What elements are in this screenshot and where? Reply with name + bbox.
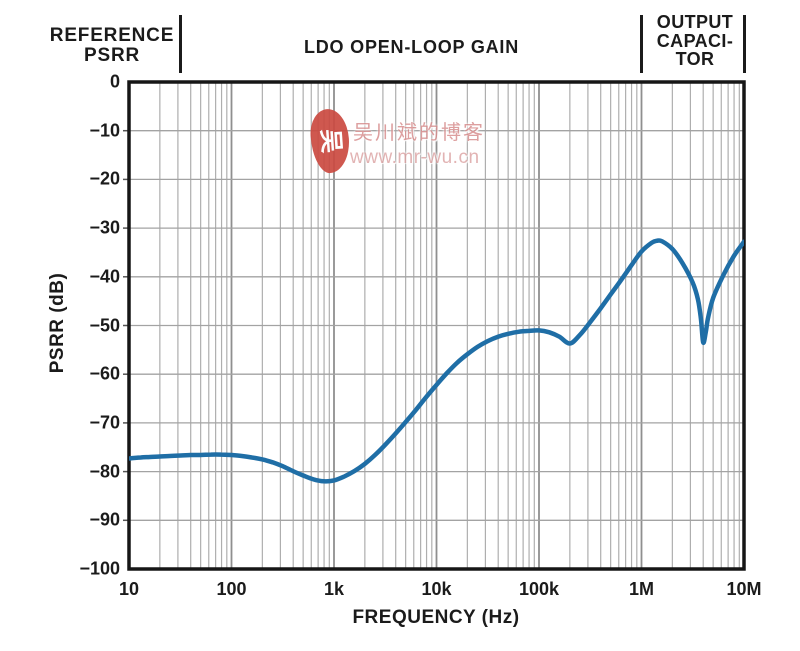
- x-tick-label: 100: [216, 579, 247, 599]
- x-tick-label: 10: [118, 579, 140, 599]
- y-tick-label: −70: [89, 412, 120, 433]
- region-label-ldo-open-loop-gain: LDO OPEN-LOOP GAIN: [303, 37, 520, 57]
- y-tick-label: −20: [89, 168, 120, 189]
- watermark-site-name: 吴川斌的博客: [353, 122, 485, 144]
- y-tick-label: −80: [89, 461, 120, 482]
- region-divider-line: [742, 15, 746, 73]
- y-tick-label: −100: [79, 558, 120, 579]
- y-tick-label: −30: [89, 217, 120, 238]
- x-tick-label: 1k: [323, 579, 345, 599]
- watermark-seal-character: 吴: [316, 128, 345, 154]
- x-tick-label: 100k: [518, 579, 560, 599]
- region-label-output-capacitor: OUTPUT CAPACI- TOR: [645, 13, 745, 69]
- x-axis-title: FREQUENCY (Hz): [352, 607, 520, 628]
- y-axis-title: PSRR (dB): [47, 272, 68, 374]
- region-divider-line: [178, 15, 182, 73]
- x-tick-label: 1M: [628, 579, 654, 599]
- region-label-line: OUTPUT: [656, 12, 734, 32]
- y-tick-label: −10: [89, 120, 120, 141]
- region-label-reference-psrr: REFERENCE PSRR: [38, 26, 186, 66]
- region-label-line: TOR: [675, 49, 715, 69]
- psrr-curve: [129, 238, 744, 484]
- region-label-line: PSRR: [84, 45, 140, 66]
- y-tick-label: −90: [89, 509, 120, 530]
- region-label-line: CAPACI-: [656, 30, 734, 51]
- y-tick-label: 0: [109, 71, 120, 92]
- region-label-line: REFERENCE: [49, 25, 175, 46]
- y-tick-label: −50: [89, 315, 120, 335]
- x-tick-label: 10k: [421, 579, 452, 599]
- plot-border: [127, 80, 746, 571]
- region-divider-line: [640, 15, 643, 73]
- y-tick-label: −40: [89, 266, 120, 287]
- y-tick-label: −60: [89, 363, 120, 384]
- watermark-site-url: www.mr-wu.cn: [350, 147, 480, 168]
- x-tick-label: 10M: [726, 579, 762, 599]
